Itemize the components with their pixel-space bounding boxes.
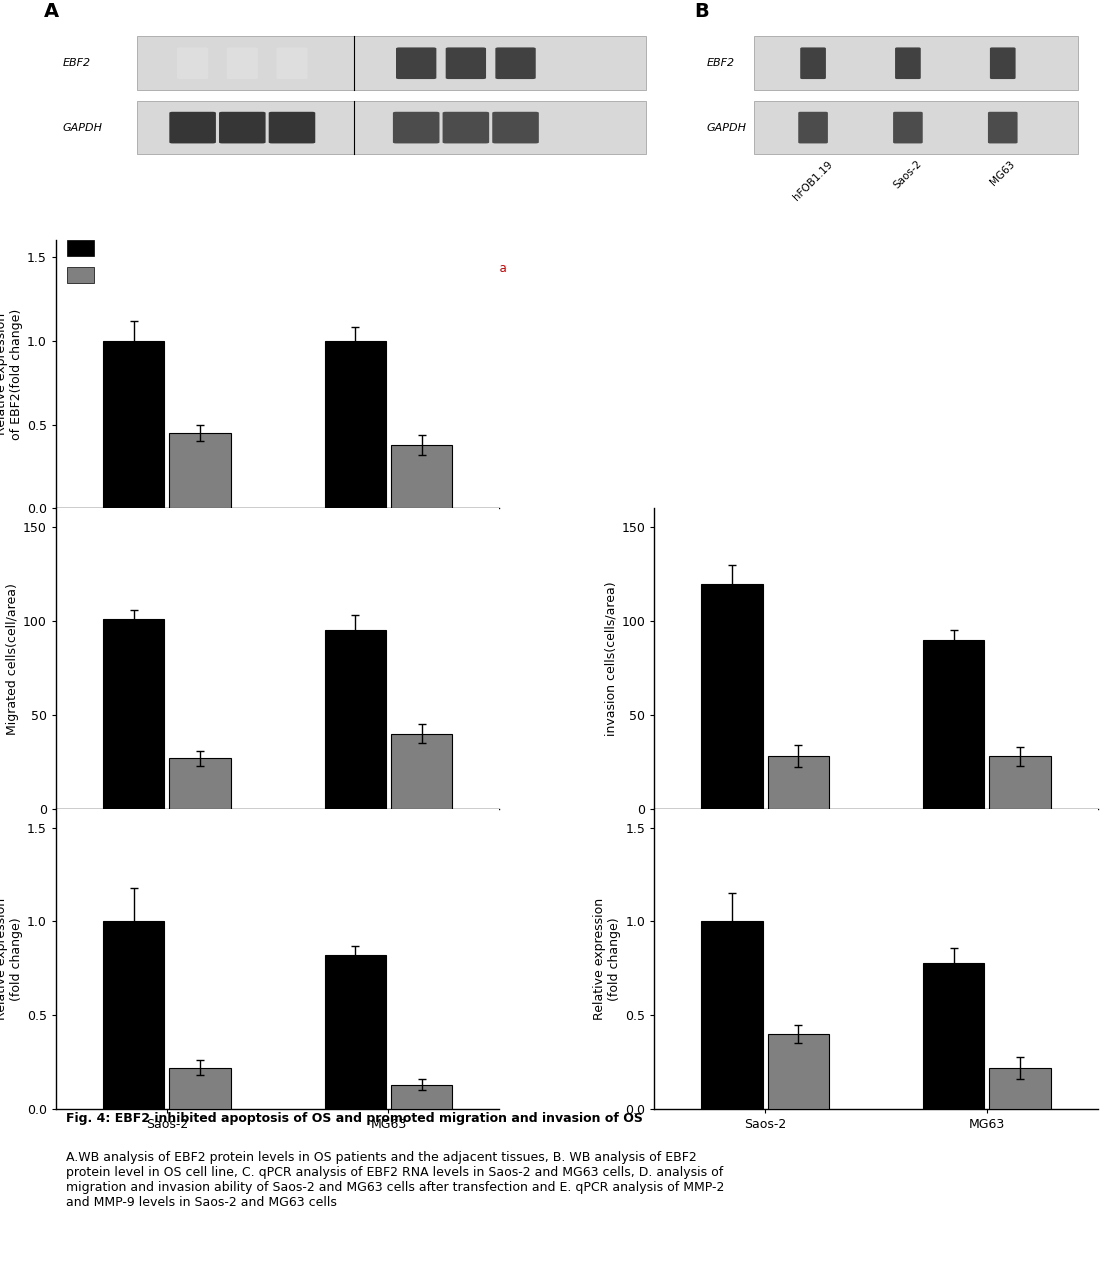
- Bar: [169, 1068, 231, 1109]
- Bar: [67, 267, 94, 283]
- FancyBboxPatch shape: [226, 48, 258, 80]
- FancyBboxPatch shape: [990, 48, 1016, 80]
- Text: A.WB analysis of EBF2 protein levels in OS patients and the adjacent tissues, B.: A.WB analysis of EBF2 protein levels in …: [66, 1151, 725, 1209]
- Y-axis label: invasion cells(cells/area): invasion cells(cells/area): [605, 581, 617, 736]
- Text: MG63: MG63: [989, 159, 1017, 188]
- Bar: [169, 758, 231, 808]
- Text: hFOB1.19: hFOB1.19: [792, 159, 834, 202]
- Text: A: A: [44, 3, 58, 22]
- Y-axis label: Relative expression
(fold change): Relative expression (fold change): [594, 898, 622, 1020]
- FancyBboxPatch shape: [893, 112, 923, 144]
- FancyBboxPatch shape: [754, 100, 1077, 154]
- Bar: [701, 921, 763, 1109]
- Bar: [768, 756, 829, 808]
- Bar: [169, 433, 231, 509]
- FancyBboxPatch shape: [495, 48, 535, 80]
- Bar: [768, 1034, 829, 1109]
- FancyBboxPatch shape: [393, 112, 439, 144]
- Text: EBF2: EBF2: [63, 58, 91, 68]
- Bar: [67, 240, 94, 256]
- Bar: [103, 619, 165, 808]
- Y-axis label: Relative expression
of EBF2(fold change): Relative expression of EBF2(fold change): [0, 308, 22, 439]
- Text: EBF2: EBF2: [707, 58, 735, 68]
- FancyBboxPatch shape: [493, 112, 539, 144]
- Bar: [923, 640, 984, 808]
- FancyBboxPatch shape: [442, 112, 489, 144]
- FancyBboxPatch shape: [799, 112, 828, 144]
- Text: osteosarcoma: osteosarcoma: [424, 262, 507, 275]
- Bar: [103, 921, 165, 1109]
- FancyBboxPatch shape: [177, 48, 208, 80]
- Bar: [391, 734, 452, 808]
- FancyBboxPatch shape: [800, 48, 825, 80]
- Bar: [391, 445, 452, 509]
- Bar: [701, 583, 763, 808]
- Y-axis label: Migrated cells(cell/area): Migrated cells(cell/area): [6, 582, 19, 735]
- Bar: [103, 341, 165, 509]
- Text: GAPDH: GAPDH: [707, 122, 746, 132]
- FancyBboxPatch shape: [269, 112, 315, 144]
- Bar: [923, 962, 984, 1109]
- FancyBboxPatch shape: [446, 48, 486, 80]
- Bar: [325, 631, 385, 808]
- Text: B: B: [694, 3, 709, 22]
- Bar: [325, 955, 385, 1109]
- FancyBboxPatch shape: [895, 48, 921, 80]
- Text: Fig. 4: EBF2 inhibited apoptosis of OS and promoted migration and invasion of OS: Fig. 4: EBF2 inhibited apoptosis of OS a…: [66, 1112, 643, 1126]
- FancyBboxPatch shape: [169, 112, 216, 144]
- Bar: [325, 341, 385, 509]
- Y-axis label: Relative expression
(fold change): Relative expression (fold change): [0, 898, 22, 1020]
- Text: GAPDH: GAPDH: [63, 122, 102, 132]
- FancyBboxPatch shape: [137, 36, 646, 90]
- Bar: [989, 1068, 1051, 1109]
- FancyBboxPatch shape: [137, 100, 646, 154]
- Bar: [391, 1085, 452, 1109]
- FancyBboxPatch shape: [396, 48, 437, 80]
- FancyBboxPatch shape: [754, 36, 1077, 90]
- FancyBboxPatch shape: [277, 48, 308, 80]
- Text: Normal: Normal: [221, 262, 263, 275]
- Text: Saos-2: Saos-2: [892, 159, 924, 190]
- Bar: [989, 756, 1051, 808]
- FancyBboxPatch shape: [988, 112, 1018, 144]
- FancyBboxPatch shape: [220, 112, 265, 144]
